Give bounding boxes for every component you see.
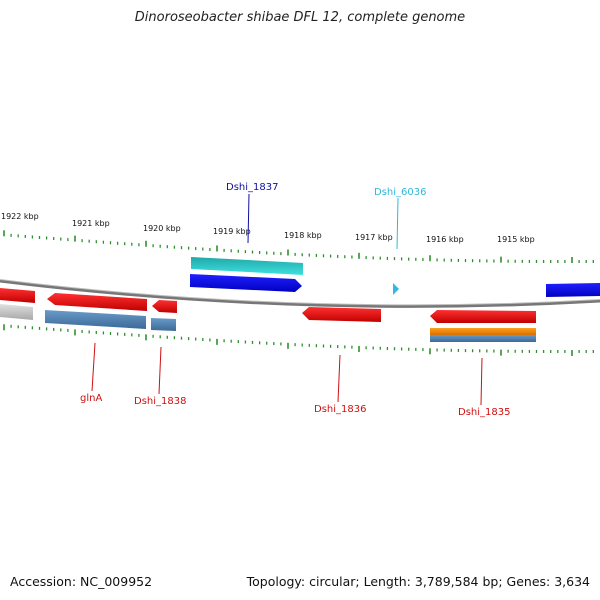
gene-right-forward[interactable] — [546, 283, 600, 297]
leader-dshi-1835 — [480, 357, 483, 406]
tick-labels: 1922 kbp 1921 kbp 1920 kbp 1919 kbp 1918… — [1, 212, 535, 244]
gene-label-dshi-6036[interactable]: Dshi_6036 — [374, 187, 426, 198]
forward-features — [190, 257, 600, 297]
gene-dshi-1838[interactable] — [152, 300, 177, 313]
gene-label-dshi-1835[interactable]: Dshi_1835 — [458, 407, 510, 418]
tick-row-bottom — [3, 324, 594, 356]
label-leaders — [91, 193, 483, 406]
tick-label: 1919 kbp — [213, 227, 251, 236]
tick-row-top — [3, 230, 594, 263]
gene-dshi-1838-cds[interactable] — [151, 318, 176, 331]
genome-backbone-highlight — [0, 279, 600, 306]
gene-dshi-1837[interactable] — [190, 274, 302, 292]
tick-label: 1922 kbp — [1, 212, 39, 221]
leader-dshi-1836 — [337, 354, 341, 403]
gene-label-dshi-1838[interactable]: Dshi_1838 — [134, 396, 186, 407]
gene-dshi-1835[interactable] — [430, 310, 536, 323]
gene-label-dshi-1837[interactable]: Dshi_1837 — [226, 182, 278, 193]
gene-dshi-6036[interactable] — [393, 283, 399, 295]
gene-dshi-1837-cds[interactable] — [191, 257, 303, 275]
topology-text: Topology: circular; Length: 3,789,584 bp… — [246, 574, 590, 589]
gene-label-dshi-1836[interactable]: Dshi_1836 — [314, 404, 366, 415]
tick-label: 1918 kbp — [284, 231, 322, 240]
leader-dshi-1837 — [247, 193, 250, 244]
reverse-features — [0, 288, 536, 342]
gene-glna-cds[interactable] — [45, 310, 146, 329]
tick-label: 1921 kbp — [72, 219, 110, 228]
gene-labels: Dshi_1837 Dshi_6036 glnA Dshi_1838 Dshi_… — [80, 182, 510, 418]
tick-label: 1917 kbp — [355, 233, 393, 242]
gene-left-reverse[interactable] — [0, 288, 35, 303]
map-title: Dinoroseobacter shibae DFL 12, complete … — [134, 10, 466, 25]
gene-left-pseudo[interactable] — [0, 304, 33, 320]
leader-dshi-6036 — [396, 197, 399, 250]
gene-dshi-1835-misc[interactable] — [430, 328, 536, 335]
gene-glna[interactable] — [47, 293, 147, 311]
tick-label: 1916 kbp — [426, 235, 464, 244]
tick-label: 1915 kbp — [497, 235, 535, 244]
gene-dshi-1836[interactable] — [302, 307, 381, 322]
gene-label-glna[interactable]: glnA — [80, 393, 102, 404]
tick-label: 1920 kbp — [143, 224, 181, 233]
leader-glna — [91, 342, 96, 392]
genome-backbone — [0, 279, 600, 308]
gene-dshi-1835-cds[interactable] — [430, 335, 536, 342]
accession-text: Accession: NC_009952 — [10, 574, 153, 589]
leader-dshi-1838 — [158, 346, 162, 395]
